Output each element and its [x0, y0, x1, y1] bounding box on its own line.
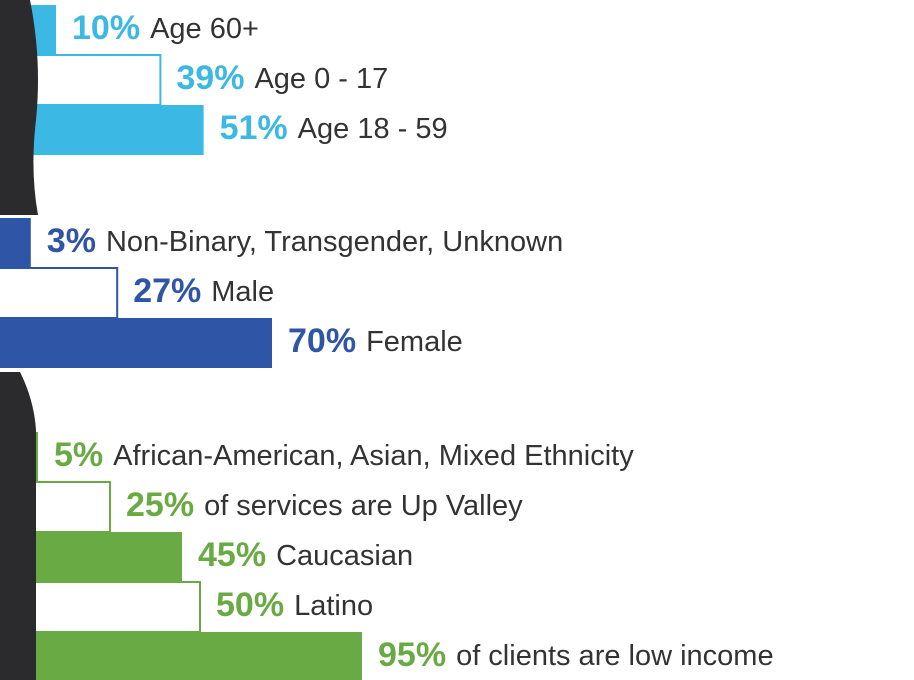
bar-label: 10% Age 60+ — [72, 9, 259, 47]
bar — [0, 318, 272, 368]
bar-group: 3% Non-Binary, Transgender, Unknown 27% Mal… — [0, 218, 563, 368]
value-label: 50% — [216, 586, 284, 624]
category-label: Latino — [294, 590, 373, 622]
value-label: 70% — [288, 322, 356, 360]
bar-label: 39% Age 0 - 17 — [176, 59, 388, 97]
bar-label: 70% Female — [288, 322, 463, 360]
category-label: Non-Binary, Transgender, Unknown — [106, 226, 563, 258]
category-label: Age 18 - 59 — [298, 113, 448, 145]
category-label: Caucasian — [276, 540, 413, 572]
bar — [0, 218, 31, 268]
value-label: 39% — [176, 59, 244, 97]
value-label: 25% — [126, 486, 194, 524]
bar-label: 45% Caucasian — [198, 536, 413, 574]
bar-label: 50% Latino — [216, 586, 373, 624]
category-label: of services are Up Valley — [204, 490, 523, 522]
value-label: 3% — [47, 222, 96, 260]
bar-label: 5% African-American, Asian, Mixed Ethnici… — [54, 436, 634, 474]
bar-group: 10% Age 60+ 39% Age 0 - 17 51% Age 18 - 59 — [0, 5, 448, 155]
value-label: 45% — [198, 536, 266, 574]
bar — [0, 267, 119, 319]
bar — [0, 632, 362, 680]
bar-label: 95% of clients are low income — [378, 636, 774, 674]
value-label: 5% — [54, 436, 103, 474]
bar-label: 25% of services are Up Valley — [126, 486, 523, 524]
value-label: 95% — [378, 636, 446, 674]
category-label: Age 60+ — [150, 13, 259, 45]
bar-label: 27% Male — [133, 272, 274, 310]
category-label: Female — [366, 326, 463, 358]
category-label: of clients are low income — [456, 640, 774, 672]
bar-groups: 10% Age 60+ 39% Age 0 - 17 51% Age 18 - 59 3% N… — [0, 5, 774, 680]
bar-label: 51% Age 18 - 59 — [220, 109, 448, 147]
bar-label: 3% Non-Binary, Transgender, Unknown — [47, 222, 563, 260]
silhouette — [0, 0, 38, 680]
category-label: Age 0 - 17 — [254, 63, 388, 95]
bar-group: 5% African-American, Asian, Mixed Ethnici… — [0, 432, 774, 680]
value-label: 10% — [72, 9, 140, 47]
value-label: 51% — [220, 109, 288, 147]
category-label: Male — [211, 276, 274, 308]
value-label: 27% — [133, 272, 201, 310]
category-label: African-American, Asian, Mixed Ethnicity — [113, 440, 634, 472]
